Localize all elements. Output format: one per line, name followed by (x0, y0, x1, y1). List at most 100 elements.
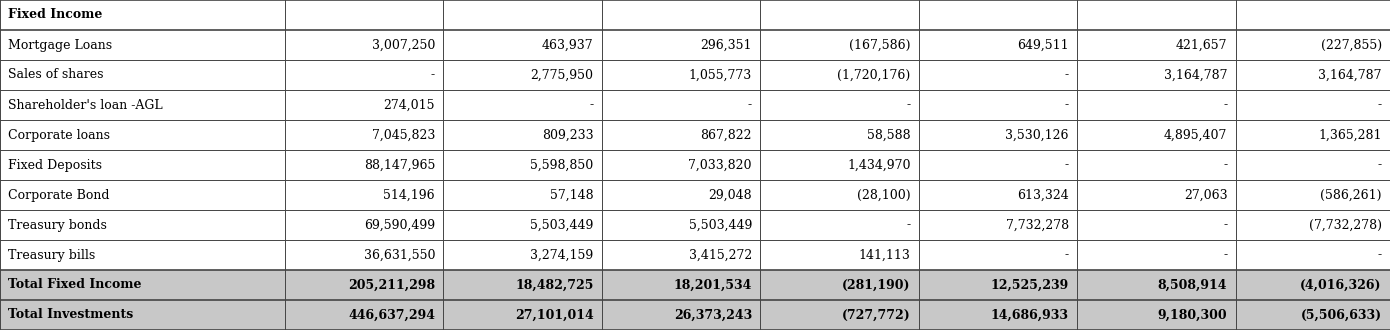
Bar (1077, 60, 1236, 90)
Text: 88,147,965: 88,147,965 (364, 158, 435, 172)
Text: 3,164,787: 3,164,787 (1318, 69, 1382, 82)
Text: Corporate loans: Corporate loans (8, 128, 110, 142)
Text: 36,631,550: 36,631,550 (364, 248, 435, 261)
Text: 29,048: 29,048 (709, 188, 752, 202)
Text: Shareholder's loan -AGL: Shareholder's loan -AGL (8, 98, 163, 112)
Bar (602, 90, 760, 120)
Bar (1236, 240, 1390, 270)
Text: 18,482,725: 18,482,725 (516, 279, 594, 291)
Text: 3,530,126: 3,530,126 (1005, 128, 1069, 142)
Text: -: - (589, 98, 594, 112)
Bar (1077, 120, 1236, 150)
Text: -: - (431, 69, 435, 82)
Text: Fixed Deposits: Fixed Deposits (8, 158, 103, 172)
Bar (1077, 180, 1236, 210)
Bar (0, 150, 285, 180)
Bar (919, 150, 1077, 180)
Bar (1236, 300, 1390, 330)
Text: 141,113: 141,113 (859, 248, 910, 261)
Text: 69,590,499: 69,590,499 (364, 218, 435, 232)
Bar (602, 240, 760, 270)
Bar (602, 120, 760, 150)
Bar (0, 240, 285, 270)
Text: 4,895,407: 4,895,407 (1163, 128, 1227, 142)
Bar (1077, 300, 1236, 330)
Bar (285, 300, 443, 330)
Bar (1236, 90, 1390, 120)
Text: (4,016,326): (4,016,326) (1300, 279, 1382, 291)
Text: 8,508,914: 8,508,914 (1158, 279, 1227, 291)
Text: 9,180,300: 9,180,300 (1158, 309, 1227, 321)
Text: 613,324: 613,324 (1017, 188, 1069, 202)
Bar (1236, 0, 1390, 30)
Bar (443, 300, 602, 330)
Text: 5,598,850: 5,598,850 (530, 158, 594, 172)
Text: (227,855): (227,855) (1320, 39, 1382, 51)
Bar (285, 180, 443, 210)
Text: (1,720,176): (1,720,176) (837, 69, 910, 82)
Text: -: - (906, 98, 910, 112)
Text: 57,148: 57,148 (550, 188, 594, 202)
Bar (919, 180, 1077, 210)
Bar (760, 210, 919, 240)
Text: -: - (1223, 158, 1227, 172)
Bar (285, 0, 443, 30)
Text: -: - (1377, 248, 1382, 261)
Bar (0, 210, 285, 240)
Text: -: - (1065, 69, 1069, 82)
Text: 1,365,281: 1,365,281 (1318, 128, 1382, 142)
Bar (443, 180, 602, 210)
Bar (285, 120, 443, 150)
Bar (443, 210, 602, 240)
Text: 27,063: 27,063 (1184, 188, 1227, 202)
Text: 5,503,449: 5,503,449 (530, 218, 594, 232)
Text: (281,190): (281,190) (842, 279, 910, 291)
Bar (760, 180, 919, 210)
Text: 274,015: 274,015 (384, 98, 435, 112)
Text: Total Investments: Total Investments (8, 309, 133, 321)
Bar (602, 60, 760, 90)
Bar (0, 180, 285, 210)
Bar (443, 150, 602, 180)
Text: 12,525,239: 12,525,239 (991, 279, 1069, 291)
Bar (0, 270, 285, 300)
Bar (285, 30, 443, 60)
Text: 3,007,250: 3,007,250 (371, 39, 435, 51)
Text: (586,261): (586,261) (1320, 188, 1382, 202)
Bar (285, 210, 443, 240)
Text: 463,937: 463,937 (542, 39, 594, 51)
Bar (285, 150, 443, 180)
Bar (1236, 210, 1390, 240)
Text: -: - (1223, 218, 1227, 232)
Bar (602, 30, 760, 60)
Text: 3,164,787: 3,164,787 (1163, 69, 1227, 82)
Text: Treasury bills: Treasury bills (8, 248, 96, 261)
Bar (0, 0, 285, 30)
Text: (727,772): (727,772) (842, 309, 910, 321)
Bar (1077, 0, 1236, 30)
Bar (0, 120, 285, 150)
Bar (443, 90, 602, 120)
Bar (919, 120, 1077, 150)
Bar (602, 0, 760, 30)
Bar (1236, 150, 1390, 180)
Bar (760, 270, 919, 300)
Bar (0, 90, 285, 120)
Bar (1077, 270, 1236, 300)
Text: 7,045,823: 7,045,823 (371, 128, 435, 142)
Text: 446,637,294: 446,637,294 (348, 309, 435, 321)
Text: 1,055,773: 1,055,773 (688, 69, 752, 82)
Text: -: - (1065, 158, 1069, 172)
Text: 514,196: 514,196 (384, 188, 435, 202)
Text: 2,775,950: 2,775,950 (531, 69, 594, 82)
Bar (602, 300, 760, 330)
Text: 27,101,014: 27,101,014 (514, 309, 594, 321)
Bar (1077, 210, 1236, 240)
Bar (919, 90, 1077, 120)
Bar (443, 60, 602, 90)
Bar (285, 60, 443, 90)
Text: Sales of shares: Sales of shares (8, 69, 104, 82)
Bar (760, 300, 919, 330)
Text: 296,351: 296,351 (701, 39, 752, 51)
Text: 3,415,272: 3,415,272 (688, 248, 752, 261)
